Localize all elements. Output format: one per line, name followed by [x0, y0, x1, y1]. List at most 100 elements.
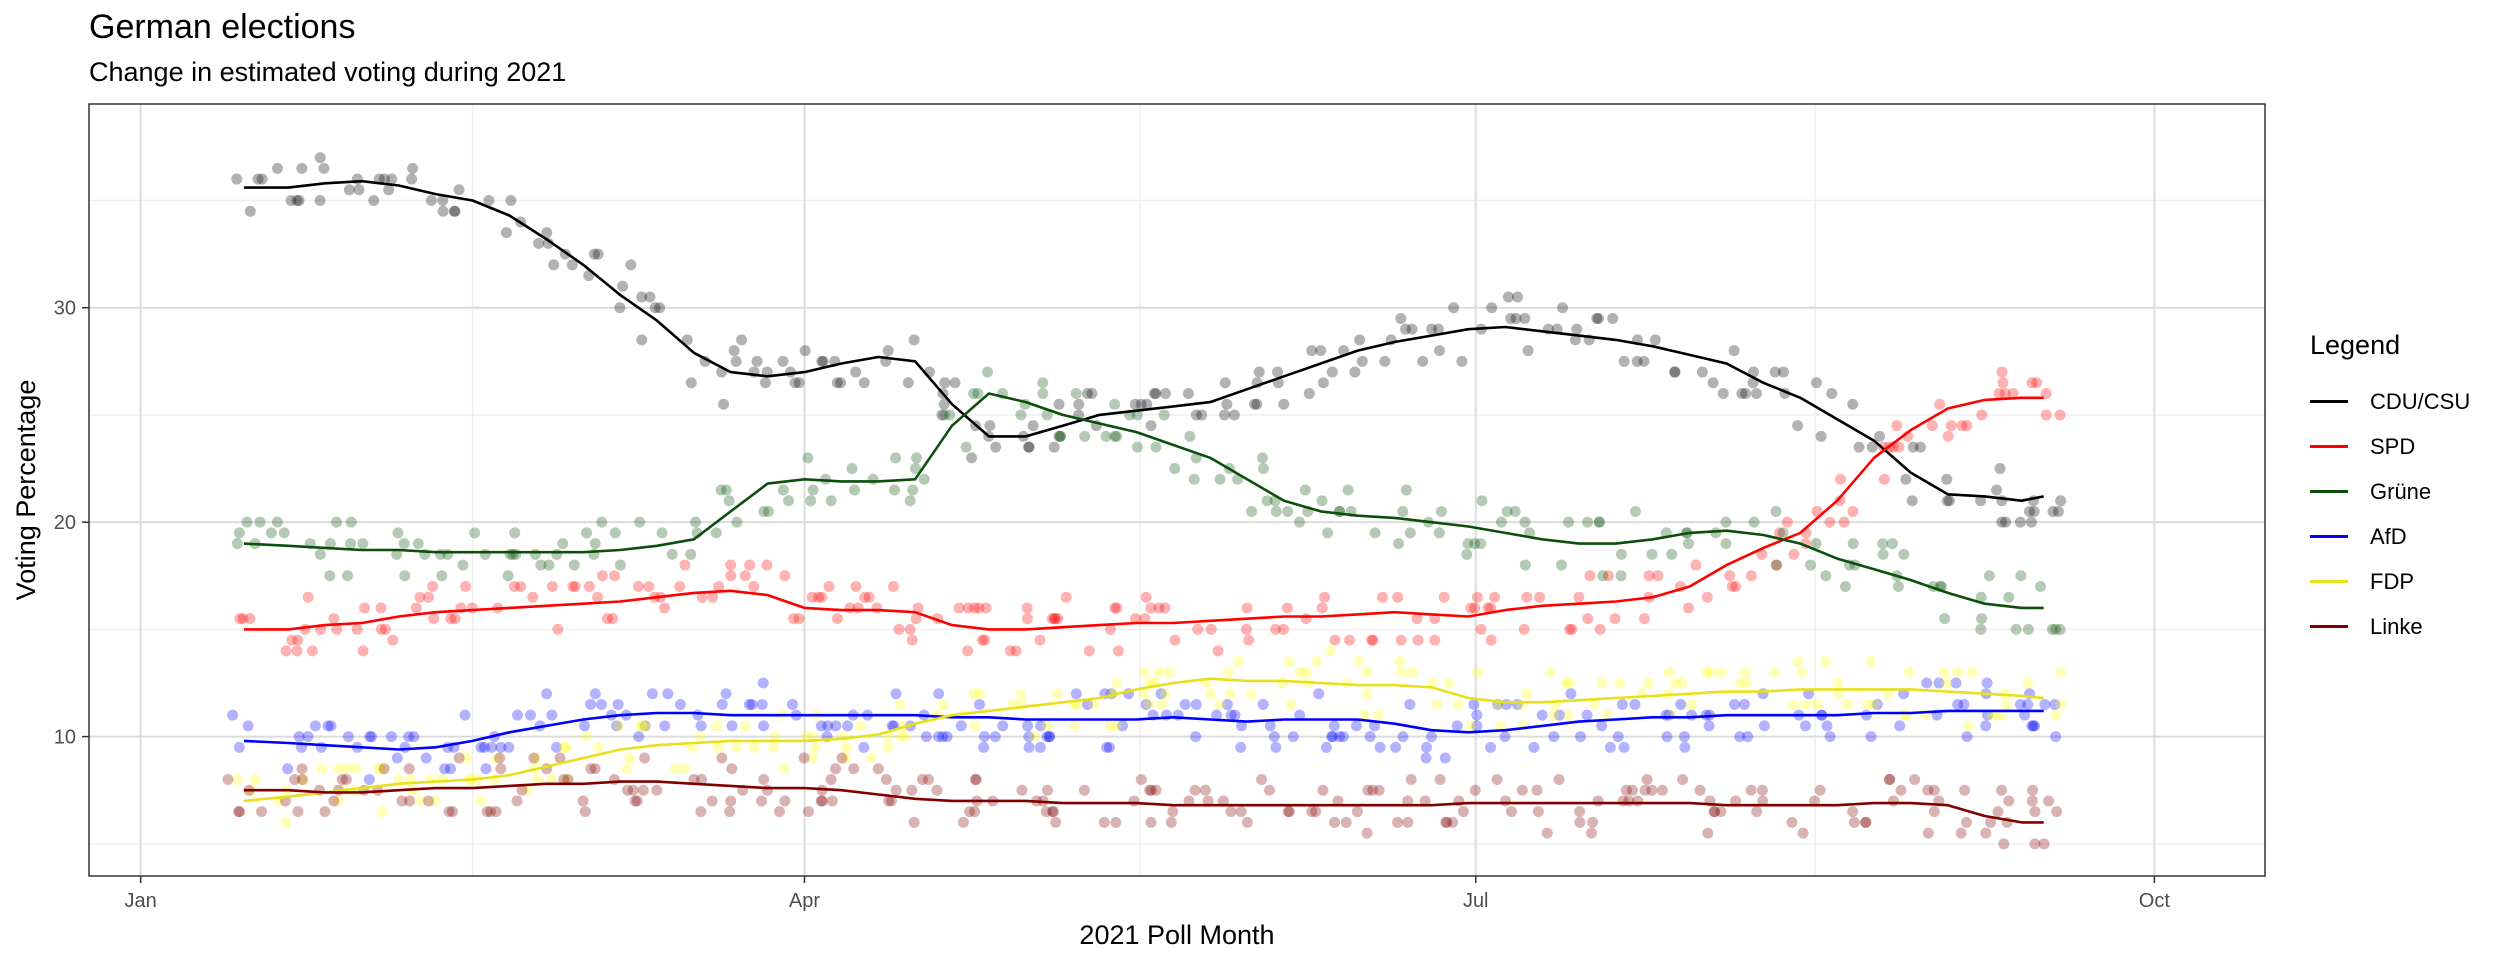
poll-point [1996, 516, 2008, 528]
poll-point [1847, 806, 1859, 818]
poll-point [423, 591, 435, 603]
poll-point [1614, 677, 1626, 689]
poll-point [1041, 731, 1053, 743]
poll-point [1926, 420, 1938, 432]
poll-point [641, 720, 653, 732]
poll-point [840, 741, 852, 753]
poll-point [1241, 602, 1253, 614]
poll-point [1848, 816, 1860, 828]
poll-point [1489, 591, 1501, 603]
poll-point [1073, 398, 1085, 410]
poll-point [1800, 698, 1812, 710]
poll-point [1374, 741, 1386, 753]
poll-point [662, 688, 674, 700]
poll-point [636, 720, 648, 732]
poll-point [396, 795, 408, 807]
poll-point [1356, 355, 1368, 367]
poll-point [1602, 570, 1614, 582]
poll-point [968, 388, 980, 399]
poll-point [292, 634, 304, 646]
poll-point [1048, 441, 1060, 453]
poll-point [1620, 784, 1632, 796]
poll-point [1869, 698, 1881, 710]
poll-point [1997, 709, 2009, 721]
poll-point [1469, 538, 1481, 550]
poll-point [937, 731, 949, 743]
poll-point [280, 816, 292, 828]
poll-point [1433, 527, 1445, 539]
poll-point [1676, 677, 1688, 689]
series-line-linke [243, 780, 2044, 824]
poll-point [516, 784, 528, 796]
poll-point [1344, 634, 1356, 646]
poll-point [1159, 602, 1171, 614]
poll-point [414, 591, 426, 603]
poll-point [2003, 795, 2015, 807]
poll-point [1898, 688, 1910, 700]
poll-point [1111, 602, 1123, 614]
poll-point [1251, 398, 1263, 410]
poll-point [2031, 377, 2043, 389]
poll-point [1261, 495, 1273, 507]
poll-point [282, 763, 294, 775]
poll-point [1317, 784, 1329, 796]
poll-point [1144, 784, 1156, 796]
poll-point [503, 741, 515, 753]
poll-point [437, 774, 449, 785]
poll-point [1035, 720, 1047, 732]
poll-point [1431, 698, 1443, 710]
poll-point [1140, 591, 1152, 603]
poll-point [1715, 806, 1727, 818]
poll-point [325, 720, 337, 732]
poll-point [1860, 816, 1872, 828]
poll-point [1976, 613, 1988, 625]
poll-point [1372, 709, 1384, 721]
poll-point [1471, 720, 1483, 732]
poll-point [1322, 527, 1334, 539]
poll-point [746, 698, 758, 710]
poll-point [1882, 688, 1894, 700]
poll-point [1770, 559, 1782, 571]
poll-point [1117, 720, 1129, 732]
poll-point [2026, 795, 2038, 807]
poll-point [1736, 388, 1748, 399]
poll-point [938, 409, 950, 421]
poll-point [1159, 388, 1171, 399]
poll-point [1225, 806, 1237, 818]
poll-point [375, 763, 387, 775]
poll-point [340, 774, 352, 785]
poll-point [445, 613, 457, 625]
poll-point [1702, 827, 1714, 839]
poll-point [1485, 602, 1497, 614]
poll-point [460, 581, 472, 592]
poll-point [1593, 516, 1605, 528]
poll-point [1188, 473, 1200, 485]
poll-point [2052, 505, 2064, 517]
poll-point [1522, 345, 1534, 357]
poll-point [1086, 388, 1098, 399]
poll-point [1901, 709, 1913, 721]
poll-point [631, 795, 643, 807]
poll-point [453, 184, 465, 196]
poll-point [1796, 666, 1808, 678]
poll-point [1943, 495, 1955, 507]
poll-point [793, 377, 805, 389]
poll-point [894, 698, 906, 710]
poll-point [1196, 409, 1208, 421]
poll-point [1145, 784, 1157, 796]
poll-point [535, 559, 547, 571]
poll-point [1639, 784, 1651, 796]
poll-point [271, 162, 283, 174]
poll-point [1512, 291, 1524, 303]
poll-point [291, 195, 303, 206]
poll-point [1675, 698, 1687, 710]
poll-point [1219, 377, 1231, 389]
poll-point [1678, 731, 1690, 743]
poll-point [850, 581, 862, 592]
poll-point [1202, 795, 1214, 807]
poll-point [805, 495, 817, 507]
poll-point [1862, 698, 1874, 710]
poll-point [601, 613, 613, 625]
poll-point [1189, 784, 1201, 796]
poll-point [2022, 698, 2034, 710]
